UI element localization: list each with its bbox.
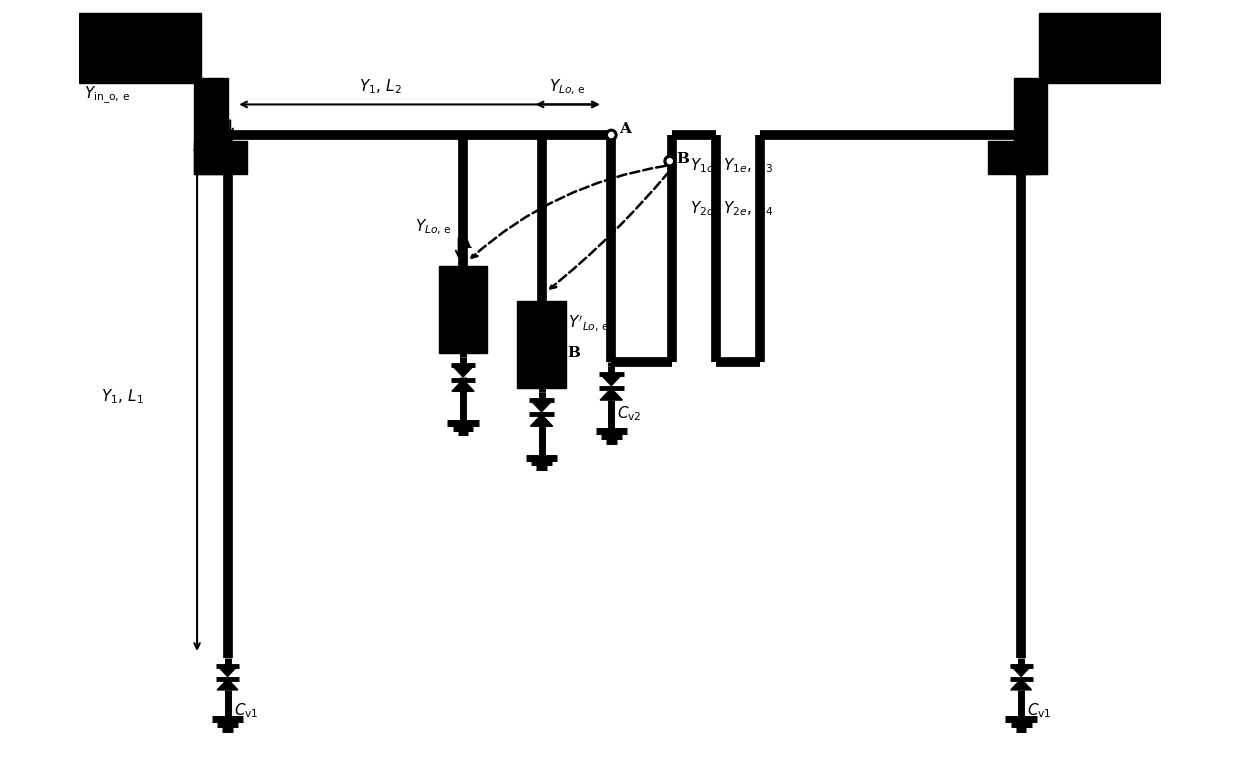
Text: $Y_1,\,L_1$: $Y_1,\,L_1$ <box>102 387 145 406</box>
Bar <box>988 141 1040 174</box>
Text: A: A <box>619 122 631 137</box>
Polygon shape <box>451 365 474 377</box>
Text: $Y_{Lo,\,\mathrm{e}}$: $Y_{Lo,\,\mathrm{e}}$ <box>415 217 453 236</box>
Text: Port1: Port1 <box>88 25 148 44</box>
Polygon shape <box>451 380 474 391</box>
Text: $Y_{2o},\,Y_{2e},\,L_4$: $Y_{2o},\,Y_{2e},\,L_4$ <box>689 199 774 218</box>
Polygon shape <box>600 374 622 386</box>
Text: $Y_{1o},\,Y_{1e},\,L_3$: $Y_{1o},\,Y_{1e},\,L_3$ <box>689 156 773 175</box>
Text: $Y_{Lo,\,\mathrm{e}}$: $Y_{Lo,\,\mathrm{e}}$ <box>549 77 587 97</box>
Text: A: A <box>459 237 470 252</box>
Text: $C_{\mathrm{v2}}$: $C_{\mathrm{v2}}$ <box>618 405 642 423</box>
Polygon shape <box>1011 679 1032 690</box>
Polygon shape <box>217 679 238 690</box>
Text: $Y'_{Lo,\,\mathrm{e}}$: $Y'_{Lo,\,\mathrm{e}}$ <box>568 313 609 333</box>
Bar <box>517 301 565 388</box>
Text: $C_{\mathrm{v1}}$: $C_{\mathrm{v1}}$ <box>233 701 258 720</box>
Bar <box>439 266 487 353</box>
Bar <box>1039 13 1161 83</box>
Text: $Y_{\mathrm{in\_o,\,e}}$: $Y_{\mathrm{in\_o,\,e}}$ <box>84 85 130 107</box>
Text: B: B <box>568 347 580 360</box>
Polygon shape <box>1011 666 1032 676</box>
Circle shape <box>609 133 614 137</box>
Polygon shape <box>217 666 238 676</box>
Bar <box>195 141 247 174</box>
Circle shape <box>667 159 672 163</box>
Text: Port2: Port2 <box>1048 25 1107 44</box>
Bar <box>195 78 228 174</box>
Polygon shape <box>600 388 622 400</box>
Bar <box>79 13 201 83</box>
Polygon shape <box>531 414 553 426</box>
Bar <box>1014 78 1048 174</box>
Circle shape <box>605 130 618 140</box>
Text: $C_{\mathrm{v1}}$: $C_{\mathrm{v1}}$ <box>1027 701 1052 720</box>
Polygon shape <box>531 400 553 412</box>
Circle shape <box>665 156 676 166</box>
Text: $Y_1,\,L_2$: $Y_1,\,L_2$ <box>358 77 402 97</box>
Text: B: B <box>676 152 688 166</box>
